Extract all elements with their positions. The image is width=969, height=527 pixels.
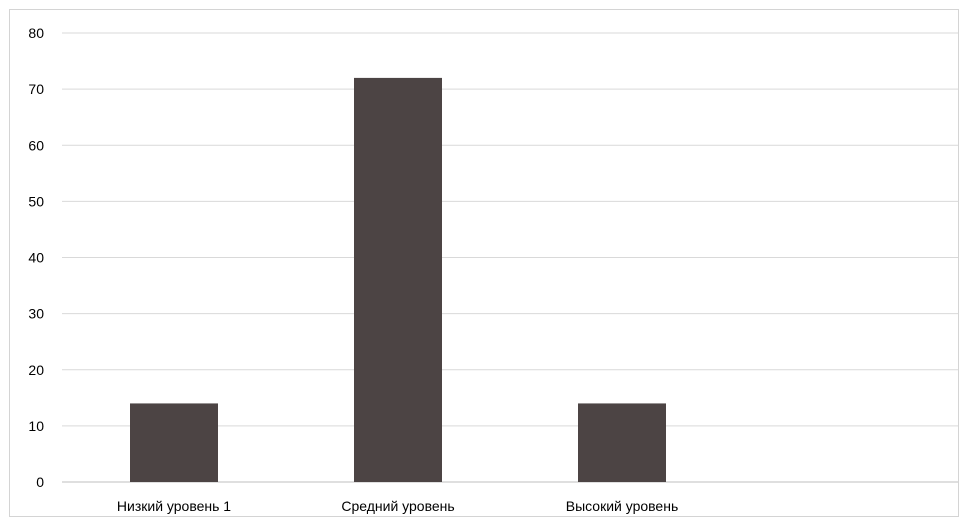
y-tick-label: 60: [28, 137, 44, 153]
y-tick-label: 10: [28, 418, 44, 434]
x-category-label: Средний уровень: [341, 498, 454, 514]
bars: [130, 77, 666, 483]
y-tick-label: 40: [28, 250, 44, 266]
y-tick-label: 50: [28, 193, 44, 209]
y-tick-label: 80: [28, 25, 44, 41]
bar-1: [130, 403, 218, 482]
bar-3: [578, 403, 666, 482]
y-tick-label: 70: [28, 81, 44, 97]
y-axis-ticks: 0 10 20 30 40 50 60 70 80: [28, 25, 44, 490]
bar-2: [354, 77, 442, 483]
y-tick-label: 0: [36, 474, 44, 490]
y-tick-label: 20: [28, 362, 44, 378]
x-category-label: Высокий уровень: [566, 498, 679, 514]
y-tick-label: 30: [28, 306, 44, 322]
x-category-label: Низкий уровень 1: [117, 498, 231, 514]
x-axis-categories: Низкий уровень 1 Средний уровень Высокий у…: [117, 498, 678, 514]
